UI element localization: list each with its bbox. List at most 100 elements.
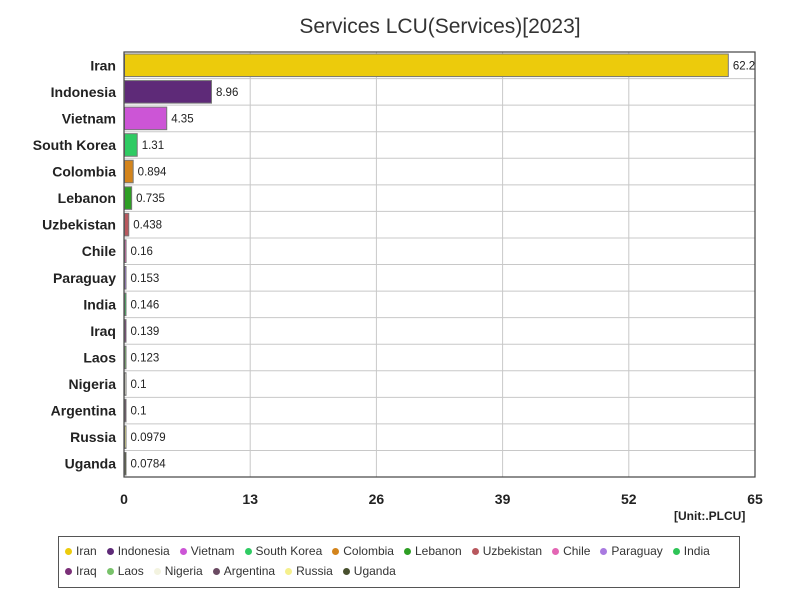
value-label-bg <box>134 162 174 181</box>
plot-frame <box>123 51 756 478</box>
value-label: 0.0784 <box>131 459 167 471</box>
legend-item: Nigeria <box>153 564 203 578</box>
x-tick-label: 26 <box>369 491 385 507</box>
value-label: 0.438 <box>133 220 162 232</box>
category-label: Argentina <box>51 403 117 419</box>
legend-item: Argentina <box>212 564 275 578</box>
legend-swatch <box>106 547 114 555</box>
legend-swatch <box>552 547 560 555</box>
chart-title: Services LCU(Services)[2023] <box>299 15 581 38</box>
category-label: Colombia <box>52 164 116 180</box>
category-label: Paraguay <box>53 270 116 286</box>
bar-colombia <box>124 159 134 184</box>
value-label-bg <box>212 82 246 102</box>
legend-label: Russia <box>296 564 333 578</box>
legend-swatch <box>600 547 608 555</box>
category-label: Vietnam <box>62 110 116 126</box>
x-tick-label: 13 <box>242 491 258 507</box>
value-label-bg <box>138 135 172 155</box>
bar-lebanon <box>124 186 133 210</box>
value-label: 8.96 <box>216 87 238 99</box>
legend-label: South Korea <box>255 544 323 558</box>
legend-item: Uzbekistan <box>471 544 542 558</box>
value-label: 0.1 <box>131 406 147 418</box>
value-label-bg <box>127 427 174 447</box>
legend-label: Lebanon <box>414 544 462 558</box>
category-label: Uganda <box>65 456 117 472</box>
value-label-bg <box>127 268 167 288</box>
legend-swatch <box>106 567 114 575</box>
legend-item: India <box>672 544 710 558</box>
value-label: 0.894 <box>138 167 167 179</box>
category-label: Uzbekistan <box>42 217 116 233</box>
value-label-bg <box>168 109 201 128</box>
legend-swatch <box>332 547 340 555</box>
bar-indonesia <box>124 80 212 104</box>
value-label: 0.16 <box>131 246 153 258</box>
category-label: Iran <box>90 57 116 73</box>
bar-iran <box>124 53 729 78</box>
x-tick-label: 0 <box>120 491 128 507</box>
bar-south-korea <box>124 133 138 157</box>
category-label: Iraq <box>90 323 116 339</box>
legend-label: India <box>683 544 710 558</box>
category-label: Chile <box>82 243 116 259</box>
value-label-bg <box>729 56 754 75</box>
value-label-bg <box>133 188 173 208</box>
value-label: 0.735 <box>136 193 165 205</box>
value-label: 0.0979 <box>131 432 166 444</box>
bar-chile <box>124 239 127 263</box>
value-label-bg <box>127 295 167 314</box>
legend-swatch <box>212 567 220 575</box>
bar-laos <box>124 345 127 370</box>
legend-label: Iran <box>76 544 97 558</box>
legend-item: Russia <box>285 564 333 578</box>
value-label-bg <box>127 454 174 473</box>
legend-item: Chile <box>552 544 590 558</box>
value-label: 0.123 <box>131 352 160 364</box>
legend-label: Paraguay <box>611 544 663 558</box>
legend-label: Colombia <box>343 544 394 558</box>
value-label: 62.2 <box>733 60 755 72</box>
legend-item: Uganda <box>342 564 396 578</box>
legend-label: Iraq <box>76 564 97 578</box>
legend-label: Laos <box>117 564 144 578</box>
legend-item: Paraguay <box>600 544 663 558</box>
bar-russia <box>124 425 127 449</box>
x-tick-label: 65 <box>747 491 763 507</box>
legend-swatch <box>153 567 161 575</box>
legend-item: Lebanon <box>403 544 462 558</box>
legend-swatch <box>65 567 72 575</box>
value-label: 0.1 <box>131 379 147 391</box>
legend-swatch <box>471 547 479 555</box>
legend-swatch <box>65 547 72 555</box>
value-label: 0.146 <box>131 299 160 311</box>
legend-label: Uganda <box>353 564 396 578</box>
legend-item: Iraq <box>65 564 97 578</box>
bar-india <box>124 292 127 317</box>
category-label: Laos <box>83 349 116 365</box>
x-tick-label: 39 <box>495 491 511 507</box>
bar-uzbekistan <box>124 212 130 237</box>
legend-swatch <box>244 547 252 555</box>
category-label: Nigeria <box>69 376 117 392</box>
value-label: 4.35 <box>171 113 193 125</box>
value-label-bg <box>127 348 167 367</box>
legend-label: Vietnam <box>190 544 235 558</box>
value-label-bg <box>127 241 160 261</box>
category-label: South Korea <box>33 137 116 153</box>
legend-item: South Korea <box>244 544 323 558</box>
bar-uganda <box>124 451 127 476</box>
bar-argentina <box>124 398 127 423</box>
value-label: 1.31 <box>142 140 164 152</box>
legend: Iran Indonesia Vietnam South Korea Colombia L… <box>58 536 740 588</box>
category-label: Lebanon <box>58 190 116 206</box>
x-tick-label: 52 <box>621 491 637 507</box>
legend-item: Laos <box>106 564 144 578</box>
bar-paraguay <box>124 266 127 290</box>
legend-item: Colombia <box>332 544 394 558</box>
category-label: Indonesia <box>51 84 117 100</box>
value-label-bg <box>127 321 167 341</box>
legend-swatch <box>342 567 350 575</box>
